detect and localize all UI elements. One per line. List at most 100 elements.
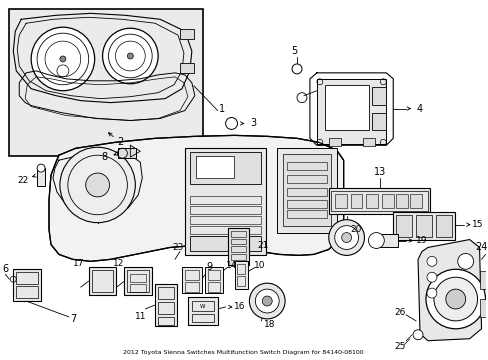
Bar [435, 215, 451, 237]
Text: 2012 Toyota Sienna Switches Multifunction Switch Diagram for 84140-08100: 2012 Toyota Sienna Switches Multifunctio… [123, 350, 363, 355]
Bar [286, 188, 326, 196]
Text: 24: 24 [474, 242, 487, 252]
Circle shape [127, 53, 133, 59]
Text: 26: 26 [394, 309, 405, 318]
Circle shape [341, 233, 351, 243]
Circle shape [37, 164, 45, 172]
Bar [237, 276, 245, 286]
Bar [88, 267, 116, 295]
Bar [127, 270, 149, 292]
Circle shape [426, 272, 436, 282]
Bar [230, 239, 246, 244]
Bar [324, 85, 368, 130]
Text: 17: 17 [73, 259, 84, 268]
Circle shape [291, 64, 302, 74]
Circle shape [60, 56, 66, 62]
Bar [334, 194, 346, 208]
Text: 12: 12 [113, 259, 124, 268]
Text: 19: 19 [415, 236, 427, 245]
Bar [395, 194, 407, 208]
Circle shape [60, 147, 135, 222]
Bar [184, 148, 266, 255]
Bar [155, 284, 177, 326]
Circle shape [85, 173, 109, 197]
Bar [286, 210, 326, 218]
Bar [189, 226, 261, 234]
Bar [124, 267, 152, 295]
Bar [395, 215, 411, 237]
Polygon shape [49, 135, 343, 261]
Bar [158, 287, 174, 299]
Text: 6: 6 [2, 264, 8, 274]
Bar [184, 270, 199, 280]
Bar [230, 255, 246, 260]
Text: 21: 21 [257, 241, 268, 250]
Bar [277, 148, 336, 233]
Bar [230, 231, 246, 237]
Circle shape [445, 289, 465, 309]
Bar [204, 267, 222, 293]
Bar [207, 270, 219, 280]
Bar [286, 200, 326, 208]
Circle shape [225, 117, 237, 129]
Bar [16, 272, 38, 284]
Bar [372, 87, 386, 105]
Circle shape [426, 288, 436, 298]
Text: 22: 22 [18, 176, 29, 185]
Text: 25: 25 [394, 342, 405, 351]
Text: 1: 1 [218, 104, 224, 113]
Circle shape [262, 296, 272, 306]
Circle shape [255, 289, 279, 313]
Bar [189, 206, 261, 214]
Bar [366, 194, 378, 208]
Bar [376, 234, 397, 247]
Text: 13: 13 [373, 167, 386, 177]
Bar [91, 270, 113, 292]
Bar [191, 301, 213, 311]
Polygon shape [417, 239, 481, 341]
Bar [350, 194, 362, 208]
Bar [180, 63, 193, 73]
Bar [9, 9, 203, 156]
Bar [409, 194, 421, 208]
Bar [207, 282, 219, 292]
Bar [195, 156, 233, 178]
Circle shape [334, 226, 358, 249]
Text: 7: 7 [70, 314, 76, 324]
Bar [234, 261, 248, 289]
Text: 10: 10 [253, 261, 264, 270]
Bar [363, 138, 375, 146]
Bar [158, 302, 174, 314]
Bar [189, 235, 261, 251]
Text: 2: 2 [117, 137, 123, 147]
Circle shape [249, 283, 285, 319]
Circle shape [433, 277, 477, 321]
Bar [37, 168, 45, 186]
Bar [286, 162, 326, 170]
Circle shape [425, 269, 485, 329]
Bar [328, 138, 340, 146]
Bar [189, 196, 261, 204]
Circle shape [412, 330, 422, 340]
Text: 16: 16 [233, 302, 244, 311]
Bar [330, 191, 427, 211]
Bar [237, 264, 245, 274]
Bar [392, 212, 454, 239]
Circle shape [426, 256, 436, 266]
Text: 11: 11 [134, 312, 146, 321]
Bar [328, 188, 429, 214]
Circle shape [31, 27, 95, 91]
Bar [415, 215, 431, 237]
Bar [283, 154, 330, 226]
Circle shape [328, 220, 364, 255]
Circle shape [367, 233, 384, 248]
Bar [189, 152, 261, 184]
Circle shape [102, 28, 158, 84]
Text: W: W [200, 305, 205, 310]
Bar [130, 274, 146, 282]
Text: 4: 4 [416, 104, 422, 113]
Bar [227, 228, 249, 265]
Text: 18: 18 [263, 320, 274, 329]
Text: 9: 9 [206, 262, 212, 272]
Bar [184, 282, 199, 292]
